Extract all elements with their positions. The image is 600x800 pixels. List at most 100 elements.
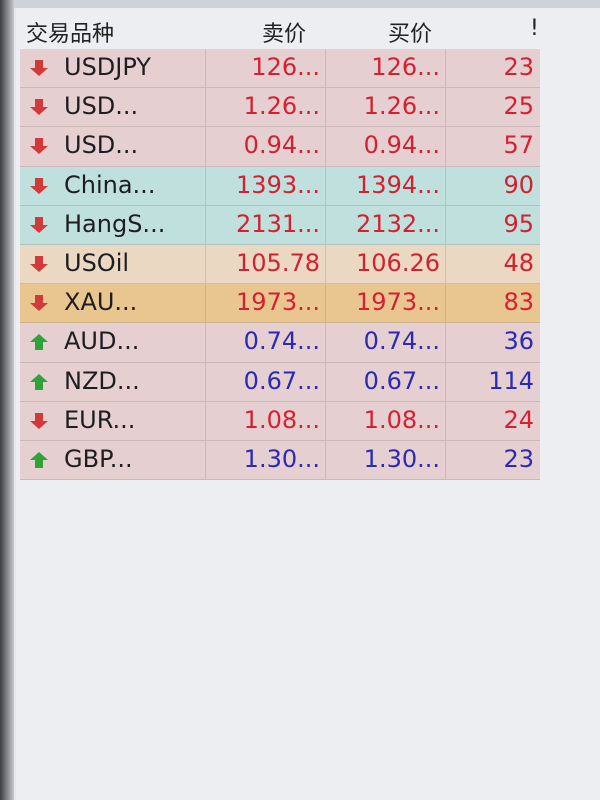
ask-price: 1394... xyxy=(356,170,440,199)
spread-value: 23 xyxy=(503,444,534,473)
header-bid[interactable]: 卖价 xyxy=(262,22,307,47)
symbol-name: HangS... xyxy=(64,209,166,238)
column-divider xyxy=(325,49,326,88)
column-divider xyxy=(325,323,326,362)
table-row[interactable]: AUD... 0.74... 0.74... 36 xyxy=(20,323,540,363)
spread-value: 114 xyxy=(488,366,534,395)
column-divider xyxy=(325,244,326,284)
column-divider xyxy=(205,127,206,166)
table-row[interactable]: USOil 105.78 106.26 48 xyxy=(20,244,540,285)
column-divider xyxy=(445,205,446,244)
arrow-up-icon xyxy=(30,334,48,351)
screen-edge xyxy=(0,0,14,800)
column-divider xyxy=(325,284,326,323)
arrow-down-icon xyxy=(30,216,48,233)
bid-price: 1.30... xyxy=(243,444,320,473)
spread-value: 95 xyxy=(503,209,534,238)
column-divider xyxy=(325,440,326,480)
bid-price: 2131... xyxy=(236,209,320,238)
table-row[interactable]: NZD... 0.67... 0.67... 114 xyxy=(20,362,540,402)
column-divider xyxy=(205,323,206,362)
bid-price: 0.74... xyxy=(243,327,320,356)
ask-price: 0.74... xyxy=(363,327,440,356)
quotes-table: USDJPY 126... 126... 23 USD... 1.26... 1.26...… xyxy=(20,49,540,481)
column-divider xyxy=(445,88,446,127)
spread-value: 57 xyxy=(503,131,534,160)
ask-price: 0.67... xyxy=(363,366,440,395)
spread-value: 83 xyxy=(503,288,534,317)
arrow-up-icon xyxy=(30,373,48,390)
column-divider xyxy=(445,166,446,205)
column-divider xyxy=(445,127,446,166)
top-strip xyxy=(0,0,600,8)
column-divider xyxy=(445,323,446,362)
ask-price: 1.08... xyxy=(363,405,440,434)
bid-price: 1393... xyxy=(236,170,320,199)
ask-price: 126... xyxy=(371,53,440,81)
column-divider xyxy=(205,49,206,88)
column-divider xyxy=(325,166,326,205)
bid-price: 105.78 xyxy=(236,248,320,277)
column-divider xyxy=(325,127,326,166)
symbol-name: USD... xyxy=(64,131,139,160)
bid-price: 126... xyxy=(251,53,320,81)
column-divider xyxy=(205,401,206,440)
ask-price: 1973... xyxy=(356,288,440,317)
spread-value: 23 xyxy=(503,53,534,81)
header-symbol[interactable]: 交易品种 xyxy=(26,22,115,47)
column-divider xyxy=(445,440,446,480)
column-divider xyxy=(205,166,206,205)
column-divider xyxy=(205,362,206,401)
arrow-down-icon xyxy=(30,60,48,76)
symbol-name: AUD... xyxy=(64,327,140,356)
arrow-up-icon xyxy=(30,451,48,468)
table-row[interactable]: USD... 0.94... 0.94... 57 xyxy=(20,127,540,167)
column-divider xyxy=(445,362,446,401)
arrow-down-icon xyxy=(30,255,48,272)
ask-price: 2132... xyxy=(356,209,440,238)
column-divider xyxy=(325,205,326,244)
table-row[interactable]: GBP... 1.30... 1.30... 23 xyxy=(20,440,540,481)
header-spread[interactable]: ! xyxy=(530,16,539,41)
table-row[interactable]: USD... 1.26... 1.26... 25 xyxy=(20,88,540,128)
column-divider xyxy=(445,284,446,323)
arrow-down-icon xyxy=(30,295,48,312)
header-ask[interactable]: 买价 xyxy=(388,22,433,47)
symbol-name: China... xyxy=(64,170,156,199)
column-divider xyxy=(325,362,326,401)
spread-value: 24 xyxy=(503,405,534,434)
arrow-down-icon xyxy=(30,138,48,155)
table-row[interactable]: China... 1393... 1394... 90 xyxy=(20,166,540,206)
spread-value: 90 xyxy=(503,170,534,199)
column-divider xyxy=(325,88,326,127)
table-row[interactable]: HangS... 2131... 2132... 95 xyxy=(20,205,540,245)
column-divider xyxy=(445,401,446,440)
table-row[interactable]: XAU... 1973... 1973... 83 xyxy=(20,284,540,324)
bid-price: 1973... xyxy=(236,288,320,317)
bid-price: 0.67... xyxy=(243,366,320,395)
symbol-name: EUR... xyxy=(64,405,136,434)
spread-value: 36 xyxy=(503,327,534,356)
symbol-name: USDJPY xyxy=(64,53,151,81)
arrow-down-icon xyxy=(30,412,48,429)
column-divider xyxy=(205,88,206,127)
column-divider xyxy=(205,205,206,244)
symbol-name: USOil xyxy=(64,248,130,277)
arrow-down-icon xyxy=(30,99,48,116)
ask-price: 1.30... xyxy=(363,444,440,473)
symbol-name: GBP... xyxy=(64,444,133,473)
spread-value: 48 xyxy=(503,248,534,277)
ask-price: 0.94... xyxy=(363,131,440,160)
table-row[interactable]: USDJPY 126... 126... 23 xyxy=(20,49,540,89)
column-divider xyxy=(325,401,326,440)
column-divider xyxy=(445,244,446,284)
symbol-name: USD... xyxy=(64,92,139,121)
table-row[interactable]: EUR... 1.08... 1.08... 24 xyxy=(20,401,540,441)
ask-price: 106.26 xyxy=(356,248,440,277)
table-header: 交易品种 卖价 买价 ! xyxy=(18,12,558,47)
column-divider xyxy=(445,49,446,88)
bid-price: 1.26... xyxy=(243,92,320,121)
column-divider xyxy=(205,244,206,284)
symbol-name: NZD... xyxy=(64,366,140,395)
symbol-name: XAU... xyxy=(64,288,138,317)
